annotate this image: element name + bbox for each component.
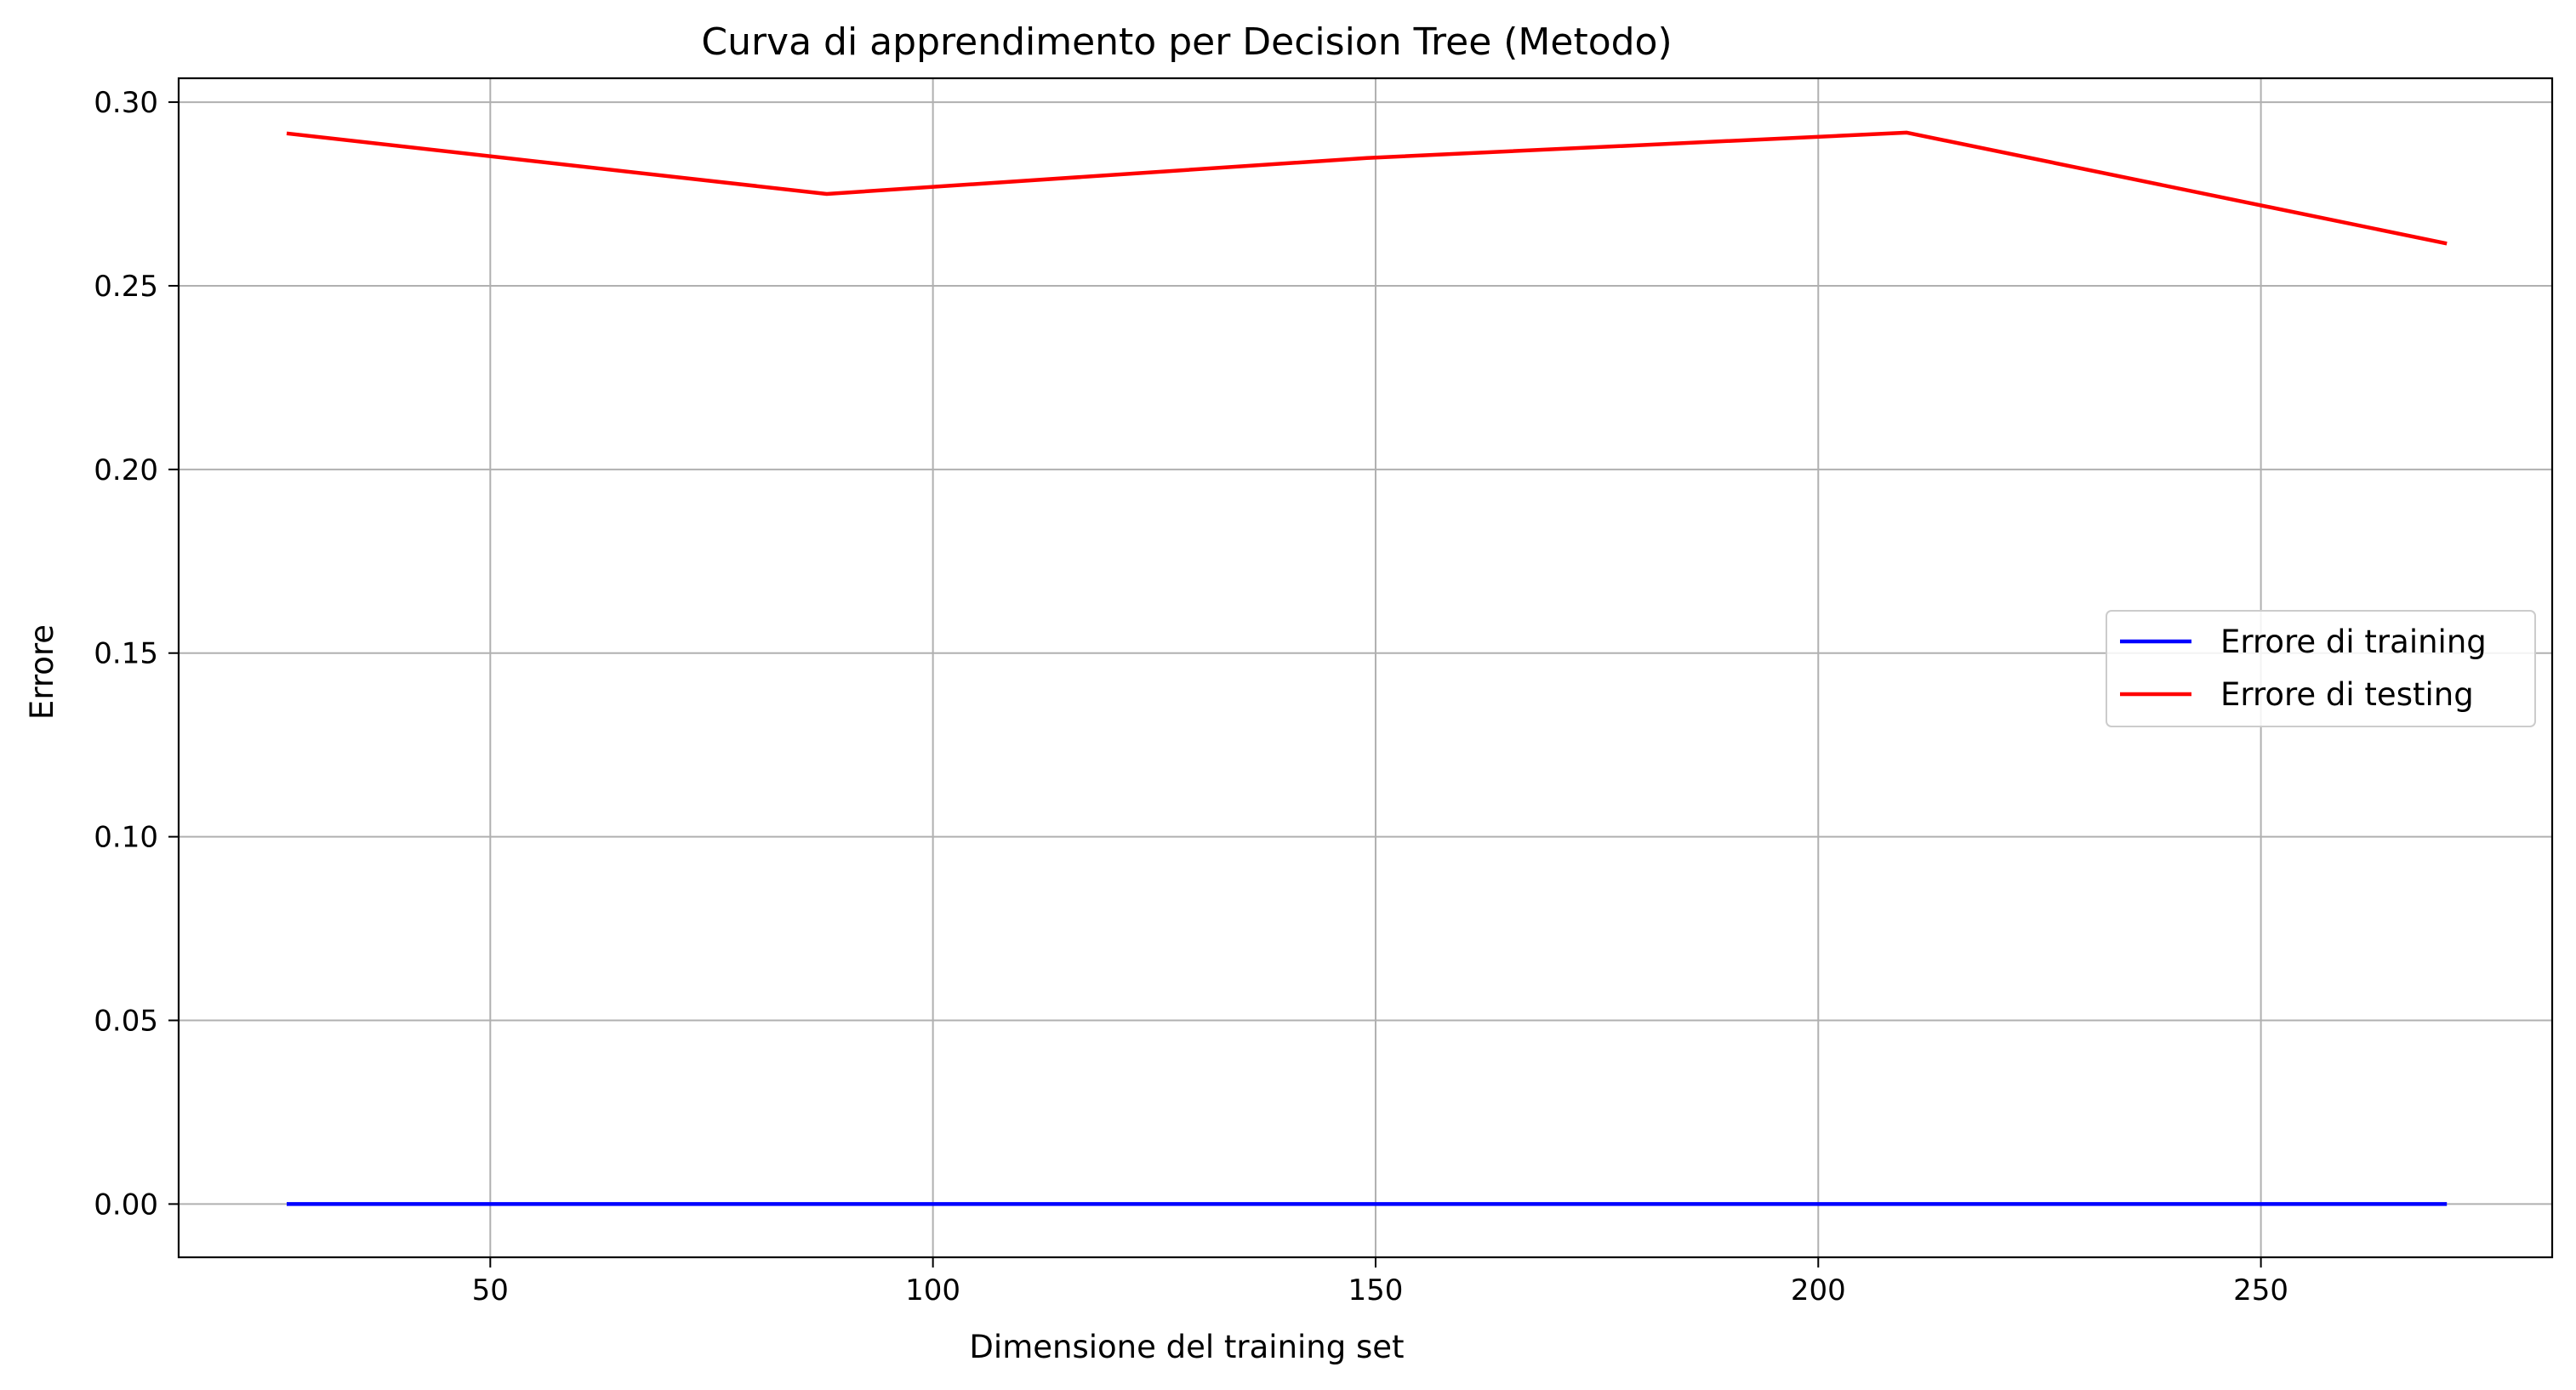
x-tick-label: 50 xyxy=(472,1273,509,1307)
series-line-1 xyxy=(286,130,2448,246)
legend-label-1: Errore di testing xyxy=(2220,676,2474,713)
y-tick-label: 0.25 xyxy=(94,270,158,304)
series-lines xyxy=(286,130,2448,1206)
y-tick-label: 0.20 xyxy=(94,453,158,487)
x-tick-label: 100 xyxy=(905,1273,960,1307)
legend-label-0: Errore di training xyxy=(2220,624,2487,660)
legend-box xyxy=(2106,610,2536,727)
legend: Errore di training Errore di testing xyxy=(2106,610,2536,727)
y-tick-label: 0.05 xyxy=(94,1005,158,1039)
plot-area-frame xyxy=(177,77,2554,1259)
grid-lines xyxy=(179,78,2552,1257)
y-tick-label: 0.10 xyxy=(94,821,158,855)
y-tick-label: 0.30 xyxy=(94,86,158,120)
y-tick-label: 0.00 xyxy=(94,1188,158,1222)
axis-ticks: 50 100 150 200 250 0.00 0.05 0.10 0.15 0.20 0.25 0.… xyxy=(94,86,2288,1307)
x-tick-label: 200 xyxy=(1791,1273,1846,1307)
chart-title: Curva di apprendimento per Decision Tree… xyxy=(701,20,1672,64)
x-axis-label: Dimensione del training set xyxy=(969,1329,1404,1365)
x-tick-label: 250 xyxy=(2233,1273,2288,1307)
y-tick-label: 0.15 xyxy=(94,637,158,671)
x-tick-label: 150 xyxy=(1348,1273,1404,1307)
y-axis-label: Errore xyxy=(24,624,60,720)
